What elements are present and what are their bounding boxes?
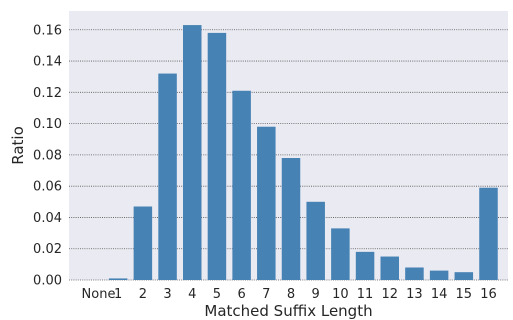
bar-10 bbox=[331, 228, 350, 280]
x-tick-label: 7 bbox=[262, 287, 270, 302]
y-tick-label: 0.14 bbox=[33, 55, 62, 70]
bar-1 bbox=[108, 278, 128, 280]
bar-2 bbox=[133, 206, 153, 280]
x-tick-label: 6 bbox=[237, 287, 245, 302]
x-tick-label: 8 bbox=[287, 287, 295, 302]
bar-6 bbox=[232, 90, 251, 280]
x-tick-label: 12 bbox=[381, 287, 398, 302]
x-tick-label: 14 bbox=[431, 287, 448, 302]
bar-5 bbox=[207, 32, 227, 280]
bar-3 bbox=[158, 73, 177, 280]
y-tick-label: 0.10 bbox=[33, 117, 62, 132]
x-tick-label: 5 bbox=[213, 287, 221, 302]
x-tick-label: None bbox=[82, 287, 116, 302]
y-tick-label: 0.00 bbox=[33, 274, 62, 289]
x-axis-title: Matched Suffix Length bbox=[204, 302, 372, 320]
y-tick-label: 0.12 bbox=[33, 86, 62, 101]
bar-7 bbox=[257, 126, 276, 280]
x-tick-label: 16 bbox=[480, 287, 497, 302]
bar-15 bbox=[454, 272, 474, 280]
x-tick-label: 1 bbox=[114, 287, 122, 302]
y-axis-title: Ratio bbox=[9, 126, 27, 165]
bar-11 bbox=[355, 251, 375, 280]
bar-14 bbox=[429, 270, 449, 280]
y-tick-label: 0.16 bbox=[33, 23, 62, 38]
bar-12 bbox=[380, 256, 399, 280]
bar-16 bbox=[479, 187, 498, 280]
x-tick-label: 9 bbox=[312, 287, 320, 302]
x-tick-label: 13 bbox=[406, 287, 423, 302]
bars bbox=[108, 25, 498, 281]
bar-8 bbox=[281, 158, 301, 280]
y-tick-label: 0.04 bbox=[33, 211, 62, 226]
y-tick-label: 0.08 bbox=[33, 148, 62, 163]
x-tick-label: 4 bbox=[188, 287, 196, 302]
bar-9 bbox=[306, 201, 325, 280]
x-tick-label: 15 bbox=[456, 287, 473, 302]
x-tick-label: 3 bbox=[163, 287, 171, 302]
bar-4 bbox=[183, 25, 202, 281]
x-tick-label: 11 bbox=[357, 287, 374, 302]
x-tick-label: 2 bbox=[139, 287, 147, 302]
y-tick-label: 0.02 bbox=[33, 242, 62, 257]
x-tick-label: 10 bbox=[332, 287, 349, 302]
y-axis-ticks: 0.00 0.02 0.04 0.06 0.08 0.10 0.12 0.14 0.16 bbox=[33, 23, 62, 288]
bar-13 bbox=[405, 267, 424, 280]
y-tick-label: 0.06 bbox=[33, 180, 62, 195]
